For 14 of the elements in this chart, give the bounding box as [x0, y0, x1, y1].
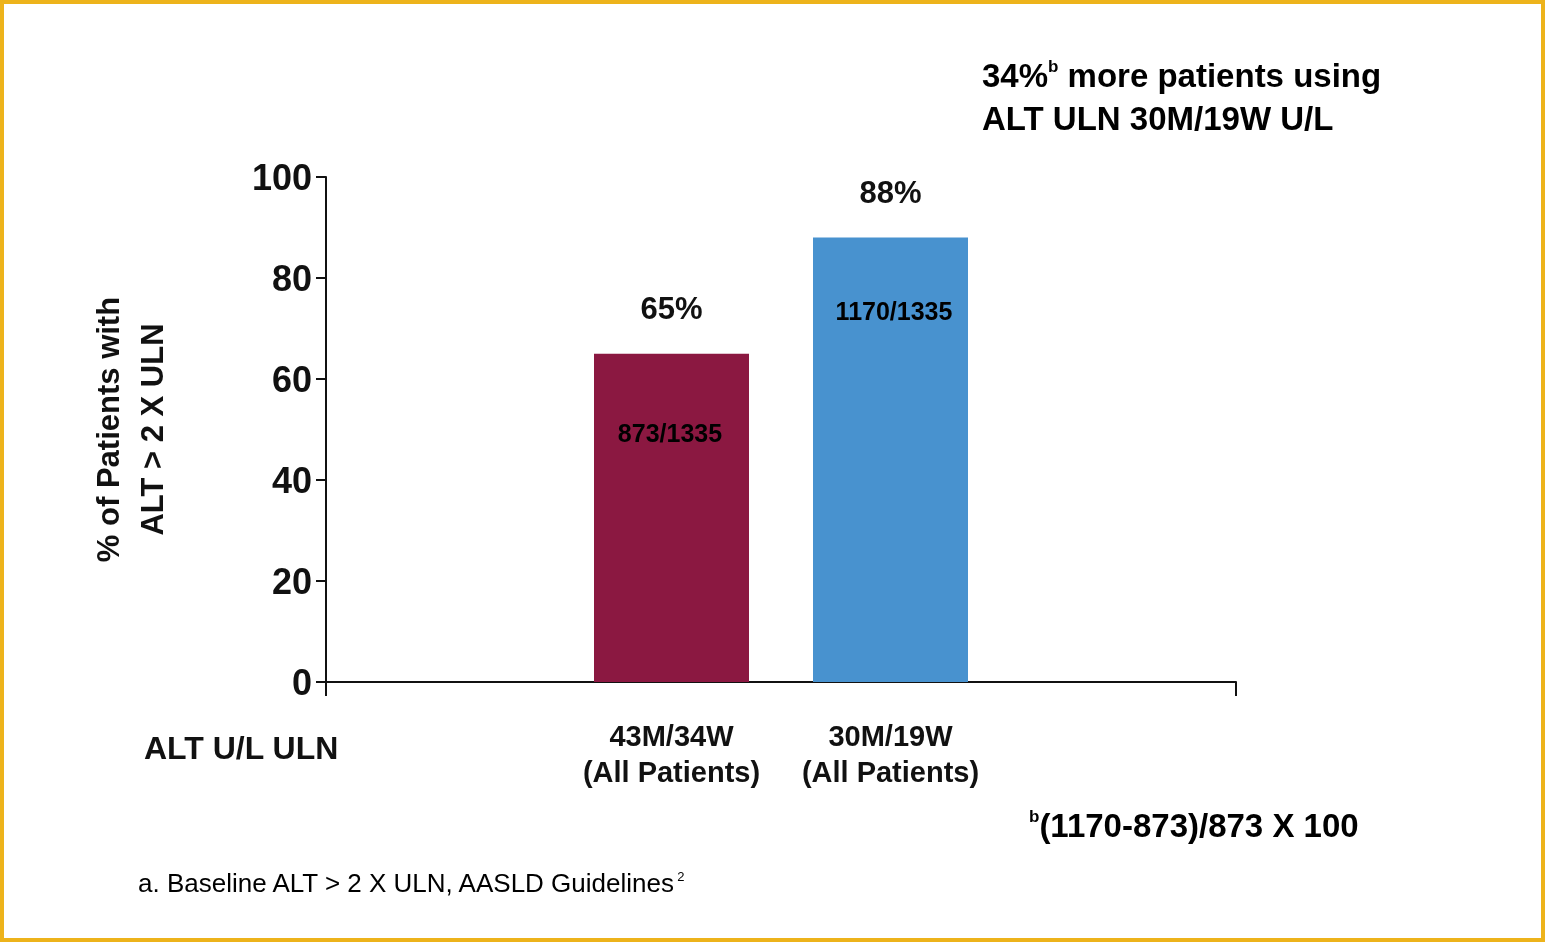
- annotation: 873/1335: [617, 419, 723, 447]
- x-tick-label: 30M/19W (All Patients): [801, 720, 980, 788]
- data-label: 88%: [859, 174, 922, 210]
- y-tick-label: 100: [251, 156, 312, 198]
- y-tick-label: 40: [271, 459, 312, 501]
- x-axis-title: ALT U/L ULN: [144, 730, 339, 766]
- data-label: 65%: [640, 290, 703, 326]
- y-tick-label: 80: [271, 257, 312, 299]
- y-tick-label: 0: [291, 661, 312, 703]
- y-tick-label: 60: [271, 358, 312, 400]
- y-tick-label: 20: [271, 560, 312, 602]
- annotation: 1170/1335: [835, 297, 953, 325]
- y-axis-title: % of Patients with ALT > 2 X ULN: [90, 296, 170, 563]
- x-tick-label: 43M/34W (All Patients): [582, 720, 761, 788]
